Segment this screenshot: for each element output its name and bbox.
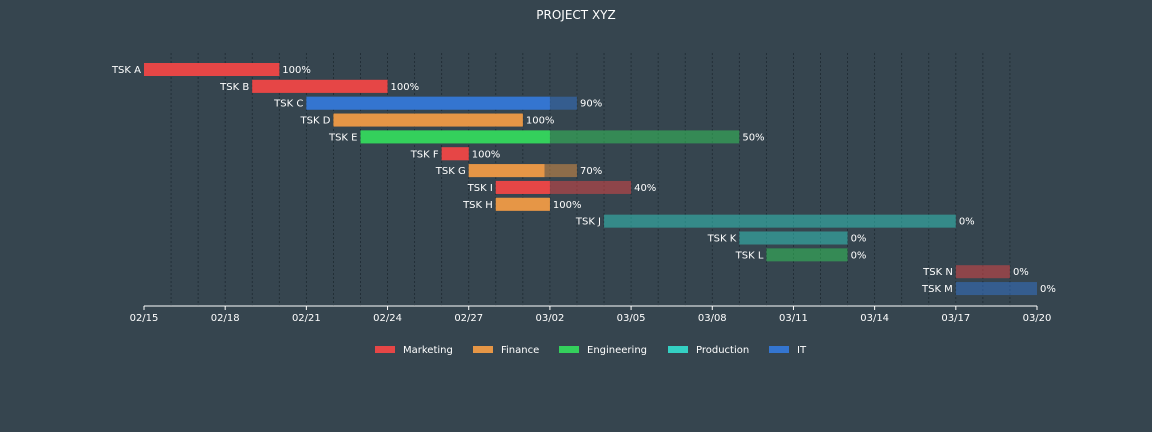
task-row: TSK G 70% bbox=[435, 164, 602, 178]
legend-label: Marketing bbox=[403, 345, 453, 356]
legend-entry: Finance bbox=[473, 345, 539, 356]
task-bar-remaining bbox=[955, 265, 1010, 279]
completion-label: 100% bbox=[553, 200, 582, 211]
completion-label: 0% bbox=[851, 234, 867, 245]
legend-label: Finance bbox=[501, 345, 539, 356]
task-bar-completed bbox=[333, 113, 523, 127]
task-row: TSK E 50% bbox=[328, 130, 765, 144]
task-bar-remaining bbox=[739, 231, 848, 245]
legend-entry: Engineering bbox=[559, 345, 647, 356]
task-row: TSK C 90% bbox=[273, 96, 602, 110]
completion-label: 100% bbox=[282, 65, 311, 76]
task-row: TSK J 0% bbox=[575, 214, 975, 228]
legend-entry: Marketing bbox=[375, 345, 453, 356]
legend-label: Production bbox=[696, 345, 749, 356]
task-bar-completed bbox=[495, 180, 550, 194]
task-bar-completed bbox=[441, 147, 469, 161]
task-bar-completed bbox=[468, 164, 545, 178]
task-bar-completed bbox=[360, 130, 550, 144]
task-bar-completed bbox=[252, 79, 388, 93]
legend-swatch bbox=[769, 346, 789, 353]
completion-label: 70% bbox=[580, 166, 602, 177]
completion-label: 0% bbox=[851, 250, 867, 261]
legend-swatch bbox=[668, 346, 688, 353]
task-label: TSK L bbox=[735, 250, 764, 261]
task-bar-completed bbox=[144, 63, 280, 76]
task-bars: TSK A 100% TSK B 100% TSK C 90% TSK D 100% TSK E… bbox=[111, 63, 1056, 296]
x-tick-label: 03/05 bbox=[617, 313, 646, 324]
completion-label: 0% bbox=[1013, 267, 1029, 278]
task-row: TSK D 100% bbox=[300, 113, 555, 127]
task-row: TSK N 0% bbox=[922, 265, 1029, 279]
task-bar-remaining bbox=[604, 214, 956, 228]
completion-label: 0% bbox=[1040, 284, 1056, 295]
task-label: TSK E bbox=[328, 132, 358, 143]
legend-entry: Production bbox=[668, 345, 749, 356]
task-row: TSK L 0% bbox=[735, 248, 867, 262]
task-label: TSK F bbox=[410, 149, 439, 160]
task-label: TSK J bbox=[575, 217, 601, 228]
task-row: TSK A 100% bbox=[111, 63, 311, 76]
legend-label: Engineering bbox=[587, 345, 647, 356]
task-label: TSK H bbox=[462, 200, 493, 211]
task-label: TSK C bbox=[273, 99, 303, 110]
completion-label: 40% bbox=[634, 183, 656, 194]
x-tick-label: 03/02 bbox=[535, 313, 564, 324]
legend-swatch bbox=[473, 346, 493, 353]
completion-label: 50% bbox=[742, 132, 764, 143]
legend-swatch bbox=[375, 346, 395, 353]
completion-label: 0% bbox=[959, 217, 975, 228]
completion-label: 100% bbox=[391, 82, 420, 93]
task-row: TSK K 0% bbox=[707, 231, 867, 245]
legend: Marketing Finance Engineering Production IT bbox=[375, 345, 807, 356]
completion-label: 100% bbox=[526, 116, 555, 127]
task-row: TSK M 0% bbox=[921, 282, 1056, 296]
x-tick-label: 03/17 bbox=[941, 313, 970, 324]
legend-swatch bbox=[559, 346, 579, 353]
chart-title: PROJECT XYZ bbox=[536, 8, 615, 22]
x-tick-label: 02/18 bbox=[211, 313, 240, 324]
x-tick-label: 02/21 bbox=[292, 313, 321, 324]
task-label: TSK G bbox=[435, 166, 466, 177]
x-tick-label: 02/27 bbox=[454, 313, 483, 324]
task-bar-remaining bbox=[766, 248, 848, 262]
completion-label: 100% bbox=[472, 149, 501, 160]
task-label: TSK D bbox=[300, 116, 331, 127]
x-tick-label: 03/11 bbox=[779, 313, 808, 324]
task-label: TSK M bbox=[921, 284, 953, 295]
x-tick-label: 03/14 bbox=[860, 313, 889, 324]
task-row: TSK B 100% bbox=[219, 79, 420, 93]
legend-entry: IT bbox=[769, 345, 807, 356]
task-row: TSK I 40% bbox=[467, 180, 656, 194]
completion-label: 90% bbox=[580, 99, 602, 110]
task-row: TSK F 100% bbox=[410, 147, 501, 161]
task-label: TSK B bbox=[219, 82, 249, 93]
task-label: TSK I bbox=[467, 183, 493, 194]
task-label: TSK K bbox=[707, 234, 737, 245]
task-label: TSK N bbox=[922, 267, 953, 278]
task-label: TSK A bbox=[111, 65, 141, 76]
x-tick-label: 03/08 bbox=[698, 313, 727, 324]
x-tick-label: 03/20 bbox=[1023, 313, 1052, 324]
x-tick-label: 02/24 bbox=[373, 313, 402, 324]
x-tick-label: 02/15 bbox=[130, 313, 159, 324]
task-bar-remaining bbox=[955, 282, 1037, 296]
legend-label: IT bbox=[797, 345, 807, 356]
task-bar-completed bbox=[306, 96, 550, 110]
task-row: TSK H 100% bbox=[462, 197, 582, 211]
task-bar-completed bbox=[495, 197, 550, 211]
x-axis-ticks: 02/15 02/18 02/21 02/24 02/27 03/02 03/05 03/08… bbox=[130, 306, 1052, 324]
